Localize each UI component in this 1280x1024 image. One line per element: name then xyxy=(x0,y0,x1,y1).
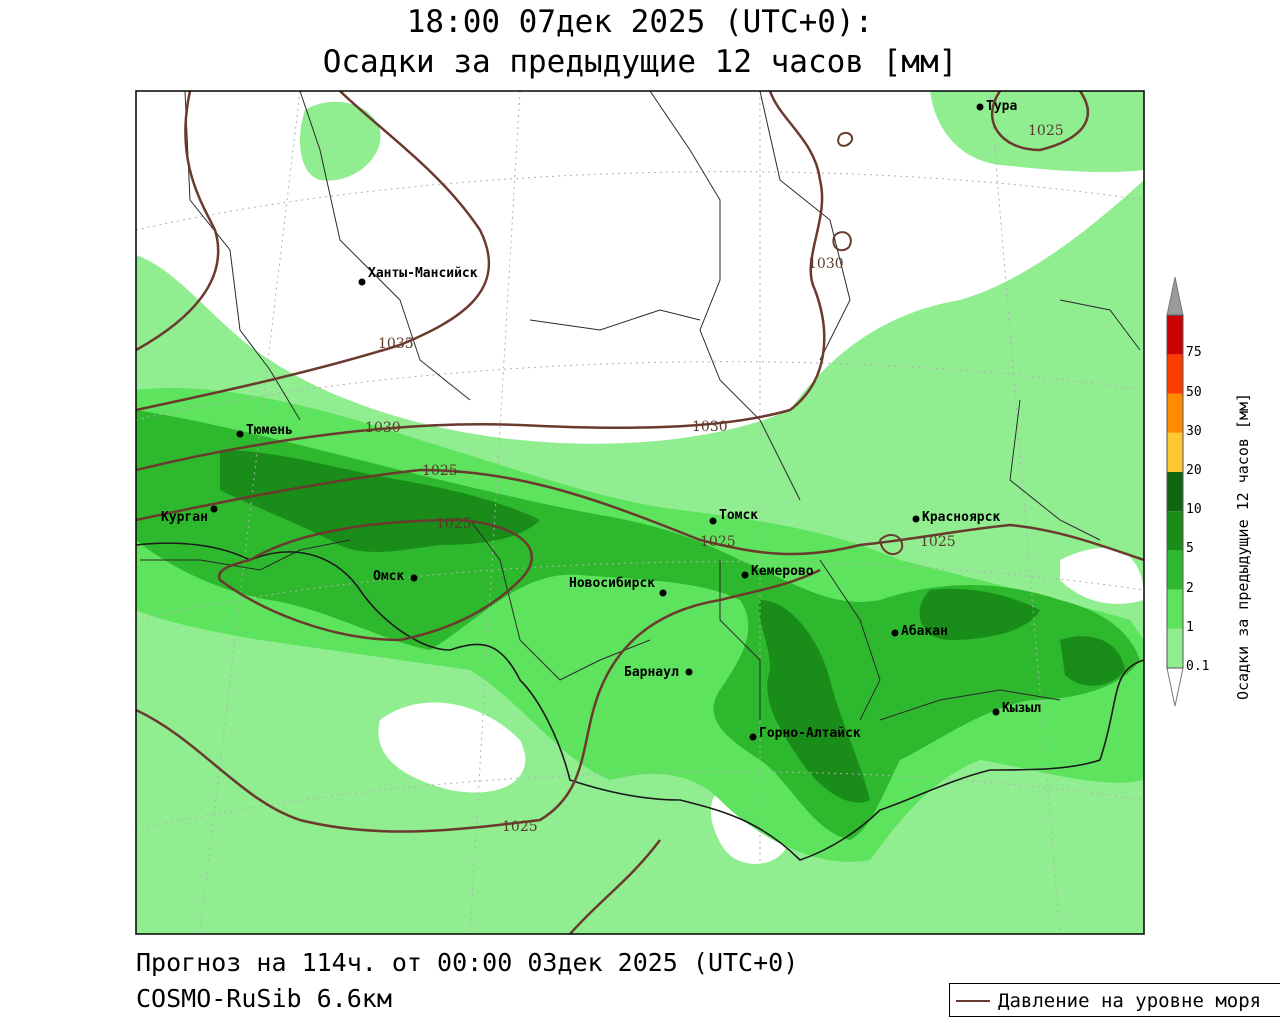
colorbar-over-triangle xyxy=(1166,277,1184,316)
dry-area-northeast xyxy=(1060,548,1144,604)
country-border xyxy=(136,542,1144,861)
precip-core-sayan xyxy=(919,588,1040,640)
pressure-legend-label: Давление на уровне моря xyxy=(998,990,1262,1012)
precip-patch-northeast xyxy=(930,91,1144,173)
city-tomsk: Томск xyxy=(709,508,758,525)
city-khanty-mansiysk: Ханты-Мансийск xyxy=(358,266,478,286)
colorbar-tick-label: 1 xyxy=(1186,619,1194,635)
svg-text:Горно-Алтайск: Горно-Алтайск xyxy=(759,726,861,741)
isobar-label: 1025 xyxy=(436,516,472,532)
city-novosibirsk: Новосибирск xyxy=(569,576,667,597)
city-abakan: Абакан xyxy=(891,624,948,639)
isobar-label: 1030 xyxy=(692,419,728,435)
colorbar-segment xyxy=(1167,432,1183,472)
colorbar-tick-label: 30 xyxy=(1186,423,1202,439)
colorbar-tick-label: 50 xyxy=(1186,384,1202,400)
map-title-datetime: 18:00 07дек 2025 (UTC+0): xyxy=(406,4,874,40)
colorbar-segment xyxy=(1167,354,1183,394)
svg-text:Новосибирск: Новосибирск xyxy=(569,576,655,591)
model-name: COSMO-RuSib 6.6км xyxy=(136,984,392,1013)
map-field: 1025 1030 1035 1030 1030 1025 1025 1025 … xyxy=(136,91,1144,934)
isobars xyxy=(136,91,1144,934)
colorbar xyxy=(1166,277,1184,707)
colorbar-title: Осадки за предыдущие 12 часов [мм] xyxy=(1234,392,1252,700)
region-borders xyxy=(140,91,1141,721)
isobar-label: 1025 xyxy=(920,534,956,550)
svg-text:Томск: Томск xyxy=(719,508,758,523)
map-title-variable: Осадки за предыдущие 12 часов [мм] xyxy=(322,44,958,80)
isobar-label: 1030 xyxy=(365,420,401,436)
colorbar-tick-label: 75 xyxy=(1186,345,1202,361)
city-kemerovo: Кемерово xyxy=(741,564,814,579)
svg-text:Красноярск: Красноярск xyxy=(922,510,1000,525)
isobar-label: 1035 xyxy=(378,336,414,352)
colorbar-segment xyxy=(1167,472,1183,512)
city-kurgan: Курган xyxy=(161,505,218,525)
colorbar-segment xyxy=(1167,589,1183,629)
city-krasnoyarsk: Красноярск xyxy=(912,510,1000,525)
colorbar-tick-label: 10 xyxy=(1186,502,1202,518)
svg-text:Омск: Омск xyxy=(373,569,404,584)
colorbar-tick-label: 0.1 xyxy=(1186,659,1210,674)
city-omsk: Омск xyxy=(373,569,418,584)
city-tura: Тура xyxy=(976,99,1017,114)
colorbar-tick-label: 5 xyxy=(1186,541,1194,557)
dry-area-south-1 xyxy=(378,702,526,793)
precip-core-west xyxy=(220,450,540,552)
svg-text:Абакан: Абакан xyxy=(901,624,948,639)
svg-text:Тура: Тура xyxy=(986,99,1017,114)
city-kyzyl: Кызыл xyxy=(992,701,1041,716)
colorbar-segment xyxy=(1167,393,1183,433)
svg-text:Кызыл: Кызыл xyxy=(1002,701,1041,716)
colorbar-under-triangle xyxy=(1166,667,1184,707)
isobar-label: 1030 xyxy=(808,256,844,272)
map-frame xyxy=(135,90,1145,935)
colorbar-tick-label: 20 xyxy=(1186,463,1202,478)
city-markers: Тура Ханты-Мансийск Тюмень Курган Омск Н… xyxy=(161,99,1041,741)
forecast-info: Прогноз на 114ч. от 00:00 03дек 2025 (UT… xyxy=(136,948,799,977)
city-barnaul: Барнаул xyxy=(624,665,693,680)
colorbar-outline xyxy=(1166,314,1184,669)
isobar-label: 1025 xyxy=(1028,123,1064,139)
colorbar-segment xyxy=(1167,628,1183,668)
lake-outlines xyxy=(832,131,904,556)
isobar-label: 1025 xyxy=(422,463,458,479)
isobar-label: 1025 xyxy=(700,534,736,550)
colorbar-segment xyxy=(1167,550,1183,590)
svg-text:Ханты-Мансийск: Ханты-Мансийск xyxy=(368,266,478,281)
precip-core-altai xyxy=(758,600,870,803)
isobar-labels: 1025 1030 1035 1030 1030 1025 1025 1025 … xyxy=(365,123,1064,835)
graticule xyxy=(136,91,1144,934)
precip-patch-north xyxy=(300,101,381,181)
isobar-label: 1025 xyxy=(502,819,538,835)
colorbar-segment xyxy=(1167,315,1183,355)
svg-text:Тюмень: Тюмень xyxy=(246,423,293,438)
svg-text:Курган: Курган xyxy=(161,510,208,525)
pressure-line-swatch xyxy=(956,1000,990,1002)
city-tyumen: Тюмень xyxy=(236,423,293,438)
pressure-legend: Давление на уровне моря xyxy=(949,983,1280,1017)
colorbar-segment xyxy=(1167,511,1183,551)
svg-text:Барнаул: Барнаул xyxy=(624,665,679,680)
city-gorno-altaysk: Горно-Алтайск xyxy=(749,726,861,741)
precip-core-tuva xyxy=(1060,636,1125,686)
svg-text:Кемерово: Кемерово xyxy=(751,564,814,579)
colorbar-tick-label: 2 xyxy=(1186,580,1194,596)
